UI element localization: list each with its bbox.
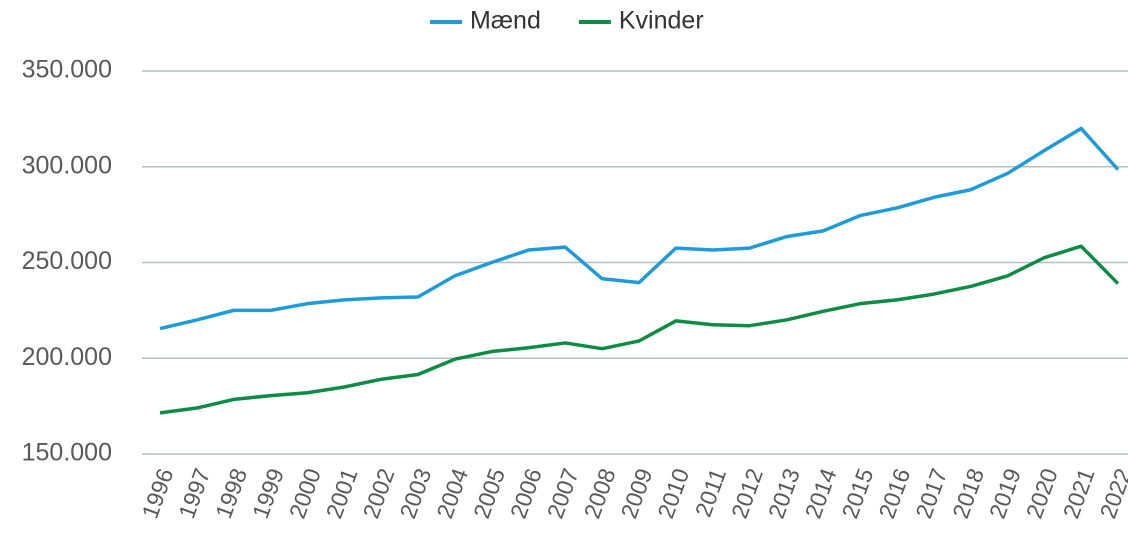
x-tick-label: 2006 — [505, 465, 547, 522]
x-tick-label: 2009 — [615, 465, 657, 522]
y-tick-label: 350.000 — [22, 56, 112, 84]
x-tick-label: 2020 — [1021, 465, 1063, 522]
x-tick-label: 1997 — [173, 465, 215, 522]
x-tick-label: 2016 — [873, 465, 915, 522]
x-tick-label: 2001 — [321, 465, 363, 522]
legend-label: Kvinder — [619, 7, 704, 35]
x-tick-label: 2015 — [837, 465, 879, 522]
x-tick-label: 2007 — [542, 465, 584, 522]
x-tick-label: 2010 — [652, 465, 694, 522]
y-tick-label: 300.000 — [22, 151, 112, 179]
x-tick-label: 2022 — [1094, 465, 1128, 522]
x-tick-label: 2011 — [690, 465, 731, 520]
x-tick-label: 2005 — [468, 465, 510, 522]
y-tick-label: 250.000 — [22, 247, 112, 275]
y-tick-label: 150.000 — [22, 439, 112, 467]
x-tick-label: 2008 — [579, 465, 621, 522]
x-tick-label: 2002 — [358, 465, 400, 522]
x-tick-label: 1998 — [210, 465, 252, 522]
line-series — [159, 126, 1120, 331]
y-tick-label: 200.000 — [22, 343, 112, 371]
line-series — [159, 244, 1120, 415]
x-tick-label: 2017 — [910, 465, 952, 522]
x-tick-label: 2012 — [726, 465, 768, 522]
legend-label: Mænd — [470, 7, 541, 35]
x-tick-label: 1999 — [247, 465, 289, 522]
x-tick-label: 2000 — [284, 465, 326, 522]
x-tick-label: 2003 — [394, 465, 436, 522]
x-tick-label: 2019 — [984, 465, 1026, 522]
x-tick-label: 2018 — [947, 465, 989, 522]
x-tick-label: 1996 — [136, 465, 178, 522]
x-tick-label: 2021 — [1058, 465, 1100, 522]
x-tick-label: 2013 — [763, 465, 805, 522]
